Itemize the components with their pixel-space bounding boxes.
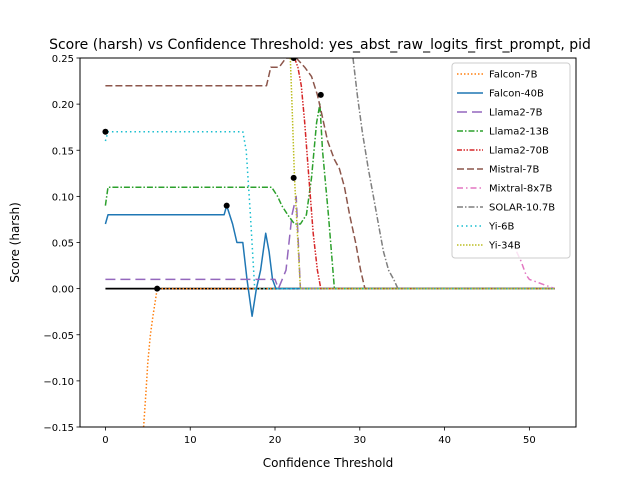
x-tick-label: 40: [438, 435, 451, 446]
x-tick-label: 10: [184, 435, 197, 446]
legend-label: Mistral-7B: [489, 165, 540, 176]
x-tick-label: 30: [353, 435, 366, 446]
series-line-llama2-70b: [293, 58, 555, 290]
y-tick-label: −0.15: [43, 423, 74, 434]
data-marker: [290, 174, 297, 181]
data-marker: [154, 285, 161, 292]
x-axis-label: Confidence Threshold: [263, 456, 393, 470]
legend-label: Mixtral-8x7B: [489, 184, 553, 195]
y-tick-label: −0.05: [43, 331, 74, 342]
y-axis-label: Score (harsh): [8, 202, 22, 283]
series-line-yi-34b: [289, 58, 555, 290]
x-tick-label: 0: [102, 435, 108, 446]
data-marker: [102, 128, 109, 135]
series-line-solar-10-7b: [352, 58, 555, 290]
y-tick-label: 0.25: [52, 54, 74, 65]
y-tick-label: 0.15: [52, 146, 74, 157]
series-line-llama2-13b: [104, 103, 555, 290]
legend: Falcon-7B Falcon-40B Llama2-7B Llama2-13B Ll…: [451, 62, 571, 259]
axes-frame: [79, 57, 577, 428]
series-line-mistral-7b: [105, 58, 555, 290]
legend-label: Llama2-7B: [489, 108, 543, 119]
x-tick-label: 50: [523, 435, 536, 446]
legend-label: Yi-6B: [488, 222, 515, 233]
legend-label: Yi-34B: [488, 241, 521, 252]
y-tick-label: 0.00: [52, 285, 74, 296]
series-line-yi-6b: [104, 131, 555, 290]
legend-label: Falcon-40B: [489, 89, 544, 100]
plot-area: [102, 58, 556, 427]
data-marker: [223, 202, 230, 209]
legend-label: Falcon-7B: [489, 70, 538, 81]
y-tick-label: 0.10: [52, 192, 74, 203]
x-tick-label: 20: [269, 435, 282, 446]
y-tick-label: 0.20: [52, 100, 74, 111]
series-line-falcon-40b: [104, 204, 555, 318]
y-axis-ticks: −0.15 −0.10 −0.05 0.00 0.05 0.10 0.15 0.20 0.25: [43, 54, 80, 434]
data-marker: [317, 91, 324, 98]
legend-label: SOLAR-10.7B: [489, 203, 555, 214]
series-line-llama2-7b: [105, 195, 555, 290]
x-axis-ticks: 0 10 20 30 40 50: [102, 427, 536, 446]
y-tick-label: 0.05: [52, 239, 74, 250]
legend-label: Llama2-13B: [489, 127, 549, 138]
y-tick-label: −0.10: [43, 377, 74, 388]
data-marker: [290, 58, 297, 61]
series-line-falcon-7b: [142, 287, 555, 427]
legend-label: Llama2-70B: [489, 146, 549, 157]
chart-title: Score (harsh) vs Confidence Threshold: y…: [49, 37, 591, 53]
